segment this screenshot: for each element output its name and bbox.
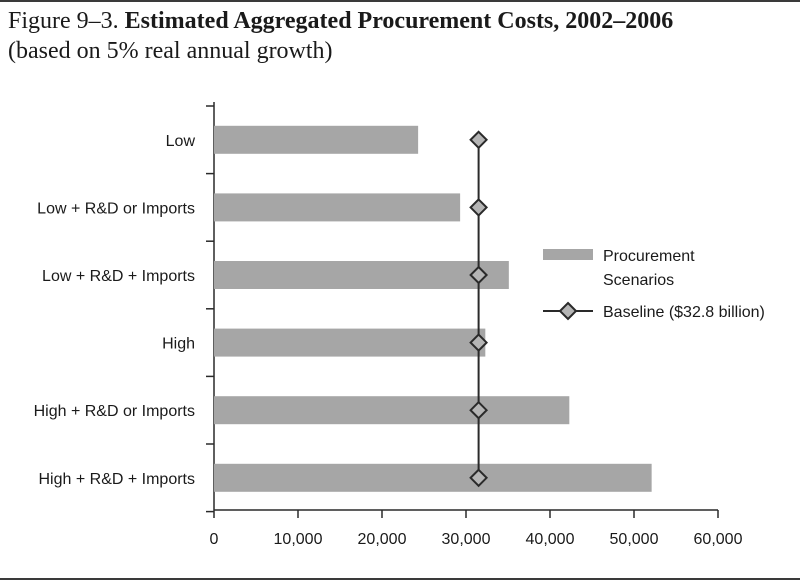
- baseline-marker: [469, 468, 489, 488]
- figure-label: Figure 9–3.: [8, 8, 119, 34]
- bar: [214, 193, 461, 222]
- baseline-marker: [469, 265, 489, 285]
- bar: [214, 328, 486, 357]
- legend-bar-label-line1: Procurement: [603, 248, 695, 265]
- chart-axes: [206, 102, 719, 518]
- x-tick-labels: 0 10,000 20,000 30,000 40,000 50,000 60,000: [210, 531, 743, 548]
- x-tick-label: 60,000: [694, 531, 743, 548]
- legend-diamond-marker: [558, 301, 578, 321]
- legend-bar-label-line2: Scenarios: [603, 272, 674, 289]
- legend-baseline-label: Baseline ($32.8 billion): [603, 304, 765, 321]
- legend-bar-swatch: [543, 249, 593, 260]
- x-tick-label: 30,000: [442, 531, 491, 548]
- category-label: High + R&D or Imports: [34, 403, 195, 420]
- category-labels: Low Low + R&D or Imports Low + R&D + Impor…: [34, 133, 196, 488]
- figure-subtitle: (based on 5% real annual growth): [8, 38, 333, 64]
- category-label: High + R&D + Imports: [39, 471, 196, 488]
- bar-group: [214, 125, 652, 492]
- baseline-marker: [469, 333, 489, 353]
- bar: [214, 396, 570, 425]
- baseline-marker: [469, 130, 489, 150]
- bar: [214, 463, 652, 492]
- x-tick-label: 20,000: [358, 531, 407, 548]
- x-tick-label: 40,000: [526, 531, 575, 548]
- category-label: Low + R&D or Imports: [37, 200, 195, 217]
- bar: [214, 125, 419, 154]
- category-label: High: [162, 336, 195, 353]
- x-tick-label: 0: [210, 531, 219, 548]
- category-label: Low: [166, 133, 196, 150]
- x-tick-label: 10,000: [274, 531, 323, 548]
- category-label: Low + R&D + Imports: [42, 268, 195, 285]
- baseline-marker: [469, 400, 489, 420]
- baseline-group: [469, 130, 489, 488]
- legend: Procurement Scenarios Baseline ($32.8 bi…: [543, 248, 765, 321]
- bar: [214, 261, 509, 289]
- baseline-marker: [469, 197, 489, 217]
- figure-title: Figure 9–3. Estimated Aggregated Procure…: [8, 6, 788, 36]
- x-tick-label: 50,000: [610, 531, 659, 548]
- figure-title-text: Estimated Aggregated Procurement Costs, …: [124, 8, 674, 34]
